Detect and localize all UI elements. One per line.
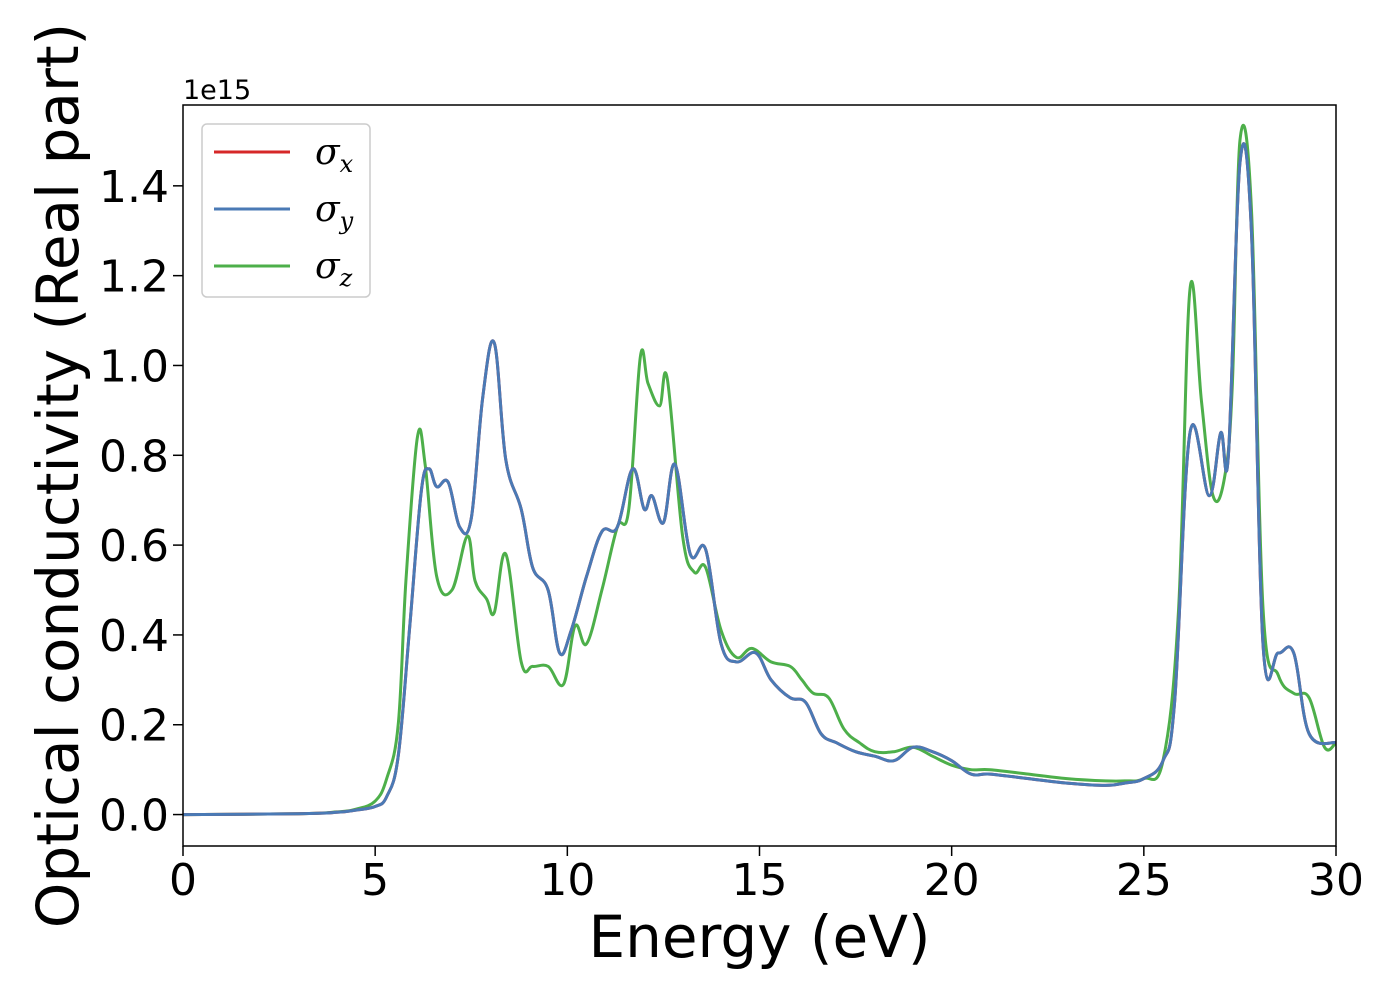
legend-label-x: σx xyxy=(315,132,354,178)
y-tick-label: 0.6 xyxy=(99,521,169,572)
x-tick-label: 0 xyxy=(169,855,197,906)
x-tick-label: 25 xyxy=(1116,855,1172,906)
x-tick-label: 30 xyxy=(1308,855,1364,906)
series-line-z xyxy=(183,123,1336,817)
legend: σx σy σz xyxy=(201,123,371,298)
y-axis-title: Optical conductivity (Real part) xyxy=(24,23,92,928)
y-tick-label: 0.8 xyxy=(99,431,169,482)
y-tick-label: 0.0 xyxy=(99,791,169,842)
x-tick-label: 20 xyxy=(924,855,980,906)
x-tick-label: 10 xyxy=(539,855,595,906)
y-tick-label: 1.0 xyxy=(99,341,169,392)
y-axis-offset-label: 1e15 xyxy=(183,75,251,106)
legend-label-y: σy xyxy=(315,189,354,235)
x-tick-label: 5 xyxy=(361,855,389,906)
y-tick-label: 1.2 xyxy=(99,252,169,303)
x-axis: 0 5 10 15 20 25 30 xyxy=(169,846,1364,906)
y-tick-label: 0.4 xyxy=(99,611,169,662)
y-tick-label: 1.4 xyxy=(99,162,169,213)
x-axis-title: Energy (eV) xyxy=(588,903,930,971)
legend-label-z: σz xyxy=(315,246,353,292)
y-tick-label: 0.2 xyxy=(99,701,169,752)
x-tick-label: 15 xyxy=(732,855,788,906)
series-layer xyxy=(183,123,1336,817)
y-axis: 0.0 0.2 0.4 0.6 0.8 1.0 1.2 1.4 xyxy=(99,162,183,842)
series-line-y xyxy=(183,142,1336,817)
